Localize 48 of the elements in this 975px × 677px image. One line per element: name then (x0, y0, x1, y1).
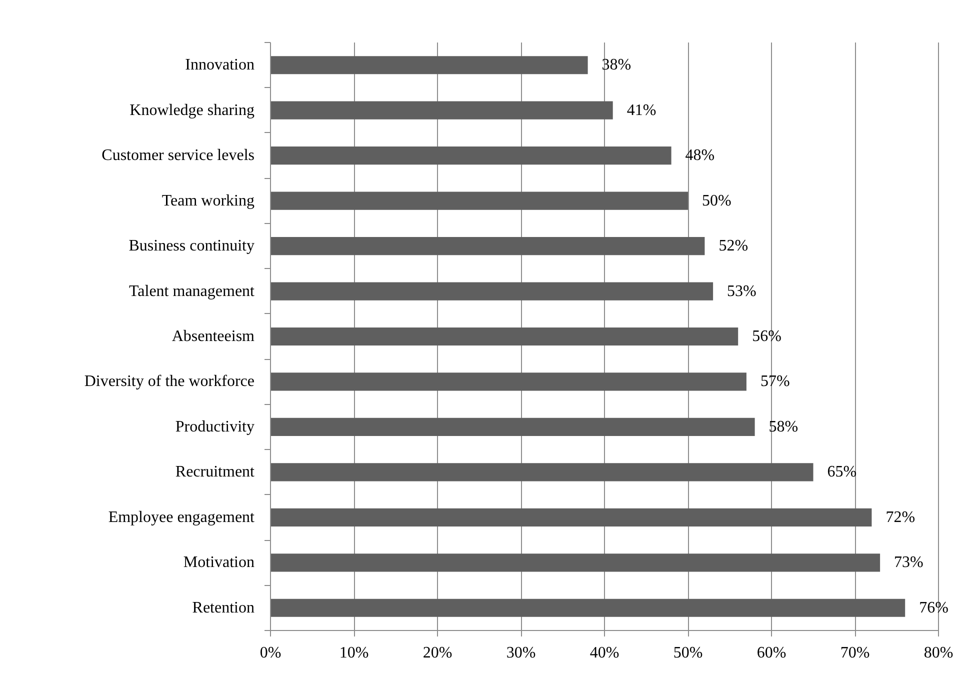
x-tick-label: 0% (260, 644, 282, 662)
data-label: 56% (752, 328, 782, 345)
data-label: 48% (685, 147, 715, 164)
y-tick-label: Team working (162, 192, 255, 210)
y-tick-label: Business continuity (128, 238, 254, 255)
bar (270, 554, 880, 572)
bar (270, 282, 714, 300)
bar (270, 192, 688, 210)
y-tick-label: Knowledge sharing (130, 102, 254, 119)
y-tick-label: Employee engagement (108, 508, 256, 526)
y-tick-label: Diversity of the workforce (84, 373, 255, 390)
y-tick-label: Talent management (129, 282, 256, 300)
data-label: 72% (886, 508, 916, 526)
bar (270, 56, 588, 74)
bar (270, 508, 872, 526)
bar (270, 236, 705, 256)
y-tick-label: Customer service levels (102, 147, 254, 164)
x-tick-label: 60% (756, 644, 786, 662)
data-label: 41% (626, 102, 656, 119)
data-label: 50% (702, 192, 732, 210)
data-label: 52% (718, 238, 748, 255)
x-tick-label: 50% (673, 644, 703, 662)
x-tick-label: 10% (339, 644, 369, 662)
y-tick-label: Recruitment (175, 464, 256, 481)
y-tick-label: Absenteeism (172, 328, 256, 345)
data-label: 73% (894, 554, 924, 572)
bar (270, 418, 755, 436)
data-label: 65% (827, 464, 857, 481)
x-tick-label: 30% (506, 644, 536, 662)
data-label: 58% (768, 418, 798, 436)
x-tick-label: 70% (840, 644, 870, 662)
bar (270, 598, 906, 617)
bar (270, 372, 746, 391)
x-tick-label: 20% (422, 644, 452, 662)
x-tick-label: 80% (924, 644, 954, 662)
data-label: 38% (602, 56, 632, 74)
data-label: 57% (760, 373, 790, 390)
y-tick-label: Retention (192, 599, 255, 616)
y-tick-label: Motivation (183, 554, 254, 572)
bar (270, 146, 672, 165)
y-tick-label: Productivity (175, 418, 254, 436)
bar (270, 327, 738, 346)
data-label: 76% (919, 599, 948, 616)
data-label: 53% (727, 282, 756, 300)
x-tick-label: 40% (590, 644, 620, 662)
bar (270, 101, 613, 120)
bar (270, 463, 814, 482)
y-tick-label: Innovation (185, 56, 255, 74)
